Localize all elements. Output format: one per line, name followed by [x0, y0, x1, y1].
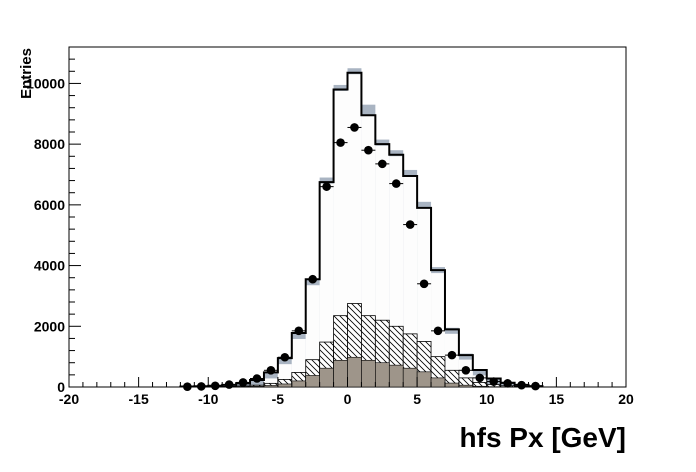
data-point [308, 274, 317, 284]
y-tick-label: 4000 [34, 258, 65, 274]
data-point [391, 179, 401, 188]
data-point [489, 377, 499, 386]
solid-bin [444, 382, 460, 388]
mc-bin-fill [263, 378, 278, 387]
solid-bin [305, 375, 320, 388]
solid-bin [263, 385, 279, 388]
solid-component-layer [180, 356, 543, 388]
y-axis-title: Entries [18, 48, 35, 99]
solid-bin [333, 359, 348, 388]
x-tick-label: 0 [344, 391, 352, 407]
data-point [196, 382, 206, 391]
solid-bin [388, 364, 404, 388]
y-tick-label: 10000 [26, 75, 65, 91]
y-tick-label: 0 [57, 379, 65, 395]
data-point [266, 366, 276, 375]
axes: -20 -15 -10 -5 0 5 10 15 20 0 2000 4000 6000 8000 1000… [26, 46, 634, 407]
y-tick-label: 2000 [34, 318, 65, 334]
solid-bin [472, 385, 488, 388]
solid-bin [249, 385, 265, 388]
solid-bin [291, 380, 307, 388]
data-point [531, 381, 540, 391]
solid-bin [375, 362, 390, 388]
solid-bin [361, 359, 376, 388]
x-tick-label: 10 [479, 391, 495, 407]
x-tick-label: -10 [198, 391, 218, 407]
solid-bin [319, 367, 334, 388]
data-point [183, 382, 192, 391]
data-point [433, 326, 443, 336]
mc-bin-fill [319, 183, 334, 387]
solid-bin [416, 371, 432, 388]
data-point [294, 326, 304, 336]
x-tick-label: 15 [549, 391, 565, 407]
data-point [447, 350, 457, 360]
data-points-layer [180, 123, 543, 391]
solid-bin [347, 356, 362, 388]
data-point [461, 366, 471, 375]
x-tick-label: -15 [129, 391, 149, 407]
data-point [224, 380, 234, 389]
data-point [378, 159, 387, 169]
data-point [419, 279, 429, 289]
data-point [475, 373, 485, 383]
solid-bin [402, 367, 418, 388]
x-tick-label: -5 [272, 391, 285, 407]
data-point [503, 379, 512, 388]
x-tick-label: -20 [59, 391, 79, 407]
x-axis-title: hfs Px [GeV] [460, 422, 626, 453]
x-tick-label: 20 [618, 391, 634, 407]
data-point [336, 138, 345, 147]
solid-bin [458, 384, 474, 388]
data-point [322, 182, 331, 191]
data-point [210, 381, 220, 391]
data-point [517, 380, 526, 390]
data-point [364, 145, 373, 155]
data-point [350, 123, 359, 132]
solid-bin [430, 377, 446, 388]
data-point [405, 220, 415, 229]
solid-bin [277, 383, 293, 388]
mc-bin-fill [333, 90, 348, 388]
y-tick-label: 8000 [34, 136, 65, 152]
data-point [238, 378, 248, 387]
data-point [252, 374, 262, 383]
band-bin [250, 380, 264, 387]
data-point [280, 352, 290, 362]
x-tick-label: 5 [413, 391, 421, 407]
y-tick-label: 6000 [34, 197, 65, 213]
